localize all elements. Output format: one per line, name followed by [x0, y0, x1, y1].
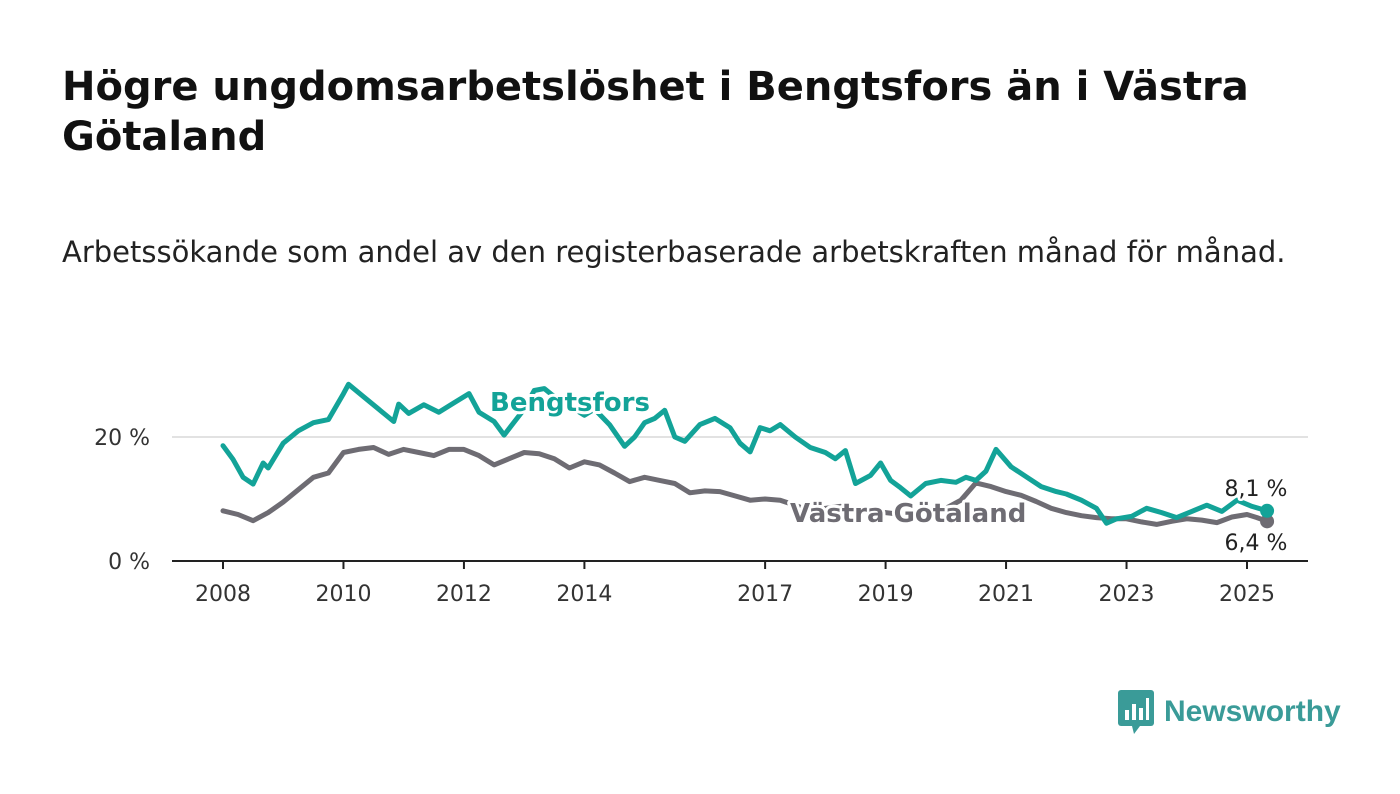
x-tick-label: 2010 [315, 582, 371, 607]
axes: 0 % 20 % 2008 2010 2012 2014 2017 2019 2021 2023 2… [94, 426, 1308, 607]
x-tick-label: 2021 [978, 582, 1034, 607]
brand-logo[interactable]: Newsworthy [1118, 690, 1341, 734]
x-tick-label: 2025 [1219, 582, 1275, 607]
series-label: Västra Götaland [790, 499, 1026, 529]
y-tick-label: 20 % [94, 426, 150, 451]
chart-title: Högre ungdomsarbetslöshet i Bengtsfors ä… [62, 64, 1249, 160]
newsworthy-logo-icon [1118, 690, 1154, 734]
end-point-marker [1260, 514, 1275, 529]
x-tick-label: 2014 [556, 582, 612, 607]
end-point-marker [1260, 503, 1275, 518]
series-lines [220, 381, 1275, 529]
x-tick-label: 2017 [737, 582, 793, 607]
brand-name: Newsworthy [1164, 695, 1341, 728]
y-tick-label: 0 % [108, 550, 150, 575]
series-line-västra-götaland [220, 445, 1270, 527]
end-value-label: 6,4 % [1225, 531, 1288, 556]
x-tick-label: 2019 [858, 582, 914, 607]
series-label: Bengtsfors [490, 388, 650, 418]
series-line-bengtsfors [220, 381, 1270, 526]
x-tick-label: 2023 [1099, 582, 1155, 607]
x-tick-label: 2012 [436, 582, 492, 607]
end-value-label: 8,1 % [1225, 477, 1288, 502]
chart-subtitle: Arbetssökande som andel av den registerb… [62, 235, 1286, 269]
x-tick-label: 2008 [195, 582, 251, 607]
series-labels: Bengtsfors Västra Götaland 8,1 % 6,4 % [487, 385, 1290, 559]
